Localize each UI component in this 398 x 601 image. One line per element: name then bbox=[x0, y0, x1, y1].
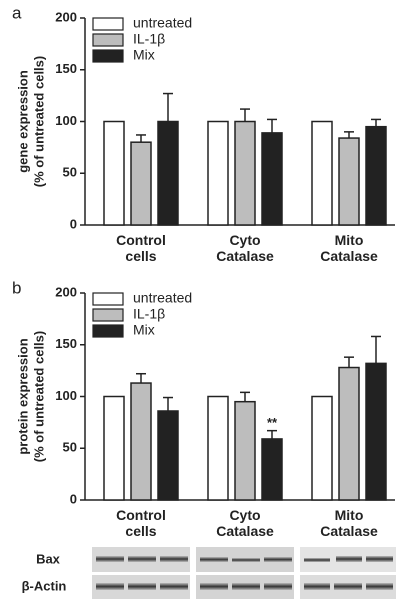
y-axis-label: (% of untreated cells) bbox=[31, 56, 46, 187]
blot-label: β-Actin bbox=[22, 578, 67, 593]
x-tick-label: Control cells bbox=[91, 232, 191, 264]
bar bbox=[131, 142, 151, 225]
bar bbox=[312, 397, 332, 501]
legend-label: Mix bbox=[133, 322, 155, 338]
bar bbox=[104, 397, 124, 501]
y-tick-label: 100 bbox=[55, 113, 77, 128]
legend-label: untreated bbox=[133, 290, 192, 306]
bar bbox=[208, 397, 228, 501]
legend-swatch bbox=[93, 293, 123, 305]
panel-label: b bbox=[12, 278, 21, 297]
blot-label: Bax bbox=[36, 551, 61, 566]
y-axis-label: gene expression bbox=[15, 70, 30, 173]
y-tick-label: 0 bbox=[70, 216, 77, 231]
bar bbox=[104, 122, 124, 226]
legend-label: IL-1β bbox=[133, 31, 165, 47]
annotation: ** bbox=[267, 415, 278, 430]
y-axis-label: (% of untreated cells) bbox=[31, 331, 46, 462]
bar bbox=[339, 138, 359, 225]
x-tick-label: Mito Catalase bbox=[299, 507, 398, 539]
bar bbox=[366, 127, 386, 225]
bar bbox=[262, 133, 282, 225]
panel-label: a bbox=[12, 3, 22, 22]
x-tick-label: Mito Catalase bbox=[299, 232, 398, 264]
bar bbox=[208, 122, 228, 226]
legend-swatch bbox=[93, 18, 123, 30]
y-tick-label: 100 bbox=[55, 388, 77, 403]
legend-swatch bbox=[93, 34, 123, 46]
x-tick-label: Cyto Catalase bbox=[195, 507, 295, 539]
y-axis-label: protein expression bbox=[15, 338, 30, 454]
figure: Bax β-Actin agene expression(% of untrea… bbox=[0, 0, 398, 601]
y-tick-label: 200 bbox=[55, 284, 77, 299]
bar bbox=[235, 122, 255, 226]
bar bbox=[366, 363, 386, 500]
legend-label: Mix bbox=[133, 47, 155, 63]
y-tick-label: 200 bbox=[55, 9, 77, 24]
y-tick-label: 150 bbox=[55, 61, 77, 76]
legend-swatch bbox=[93, 309, 123, 321]
bar bbox=[262, 439, 282, 500]
x-tick-label: Cyto Catalase bbox=[195, 232, 295, 264]
y-tick-label: 150 bbox=[55, 336, 77, 351]
blot bbox=[92, 547, 396, 599]
y-tick-label: 50 bbox=[63, 165, 77, 180]
bar bbox=[339, 368, 359, 500]
y-tick-label: 50 bbox=[63, 440, 77, 455]
bar bbox=[131, 383, 151, 500]
y-tick-label: 0 bbox=[70, 491, 77, 506]
legend-swatch bbox=[93, 325, 123, 337]
bar bbox=[158, 122, 178, 226]
legend-label: IL-1β bbox=[133, 306, 165, 322]
legend-swatch bbox=[93, 50, 123, 62]
legend-label: untreated bbox=[133, 15, 192, 31]
x-tick-label: Control cells bbox=[91, 507, 191, 539]
bar bbox=[158, 411, 178, 500]
bar bbox=[235, 402, 255, 500]
bar bbox=[312, 122, 332, 226]
